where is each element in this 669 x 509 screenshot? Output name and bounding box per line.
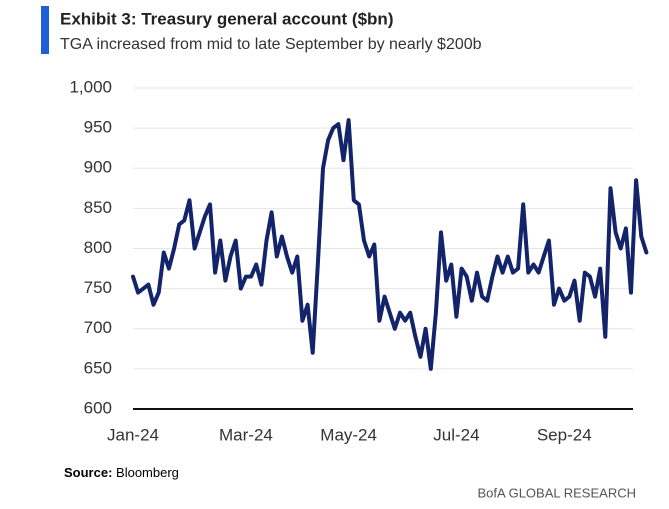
y-tick-label: 1,000 — [69, 77, 112, 96]
chart-title: Exhibit 3: Treasury general account ($bn… — [60, 9, 393, 28]
y-tick-label: 700 — [84, 318, 112, 337]
source: Source: Bloomberg — [64, 465, 179, 480]
title-accent — [41, 6, 49, 54]
y-tick-label: 750 — [84, 278, 112, 297]
y-tick-label: 600 — [84, 398, 112, 417]
y-tick-label: 800 — [84, 238, 112, 257]
x-tick-label: Sep-24 — [537, 425, 592, 444]
x-tick-label: May-24 — [320, 425, 377, 444]
footer: BofA GLOBAL RESEARCH — [478, 485, 636, 500]
x-tick-label: Mar-24 — [219, 425, 273, 444]
x-tick-label: Jul-24 — [433, 425, 479, 444]
source-text: Bloomberg — [116, 465, 179, 480]
y-tick-label: 950 — [84, 118, 112, 137]
line — [131, 118, 649, 371]
source-label: Source: — [64, 465, 112, 480]
x-tick-label: Jan-24 — [107, 425, 159, 444]
chart-subtitle: TGA increased from mid to late September… — [60, 36, 482, 53]
y-tick-label: 900 — [84, 158, 112, 177]
y-tick-label: 650 — [84, 358, 112, 377]
y-tick-label: 850 — [84, 198, 112, 217]
